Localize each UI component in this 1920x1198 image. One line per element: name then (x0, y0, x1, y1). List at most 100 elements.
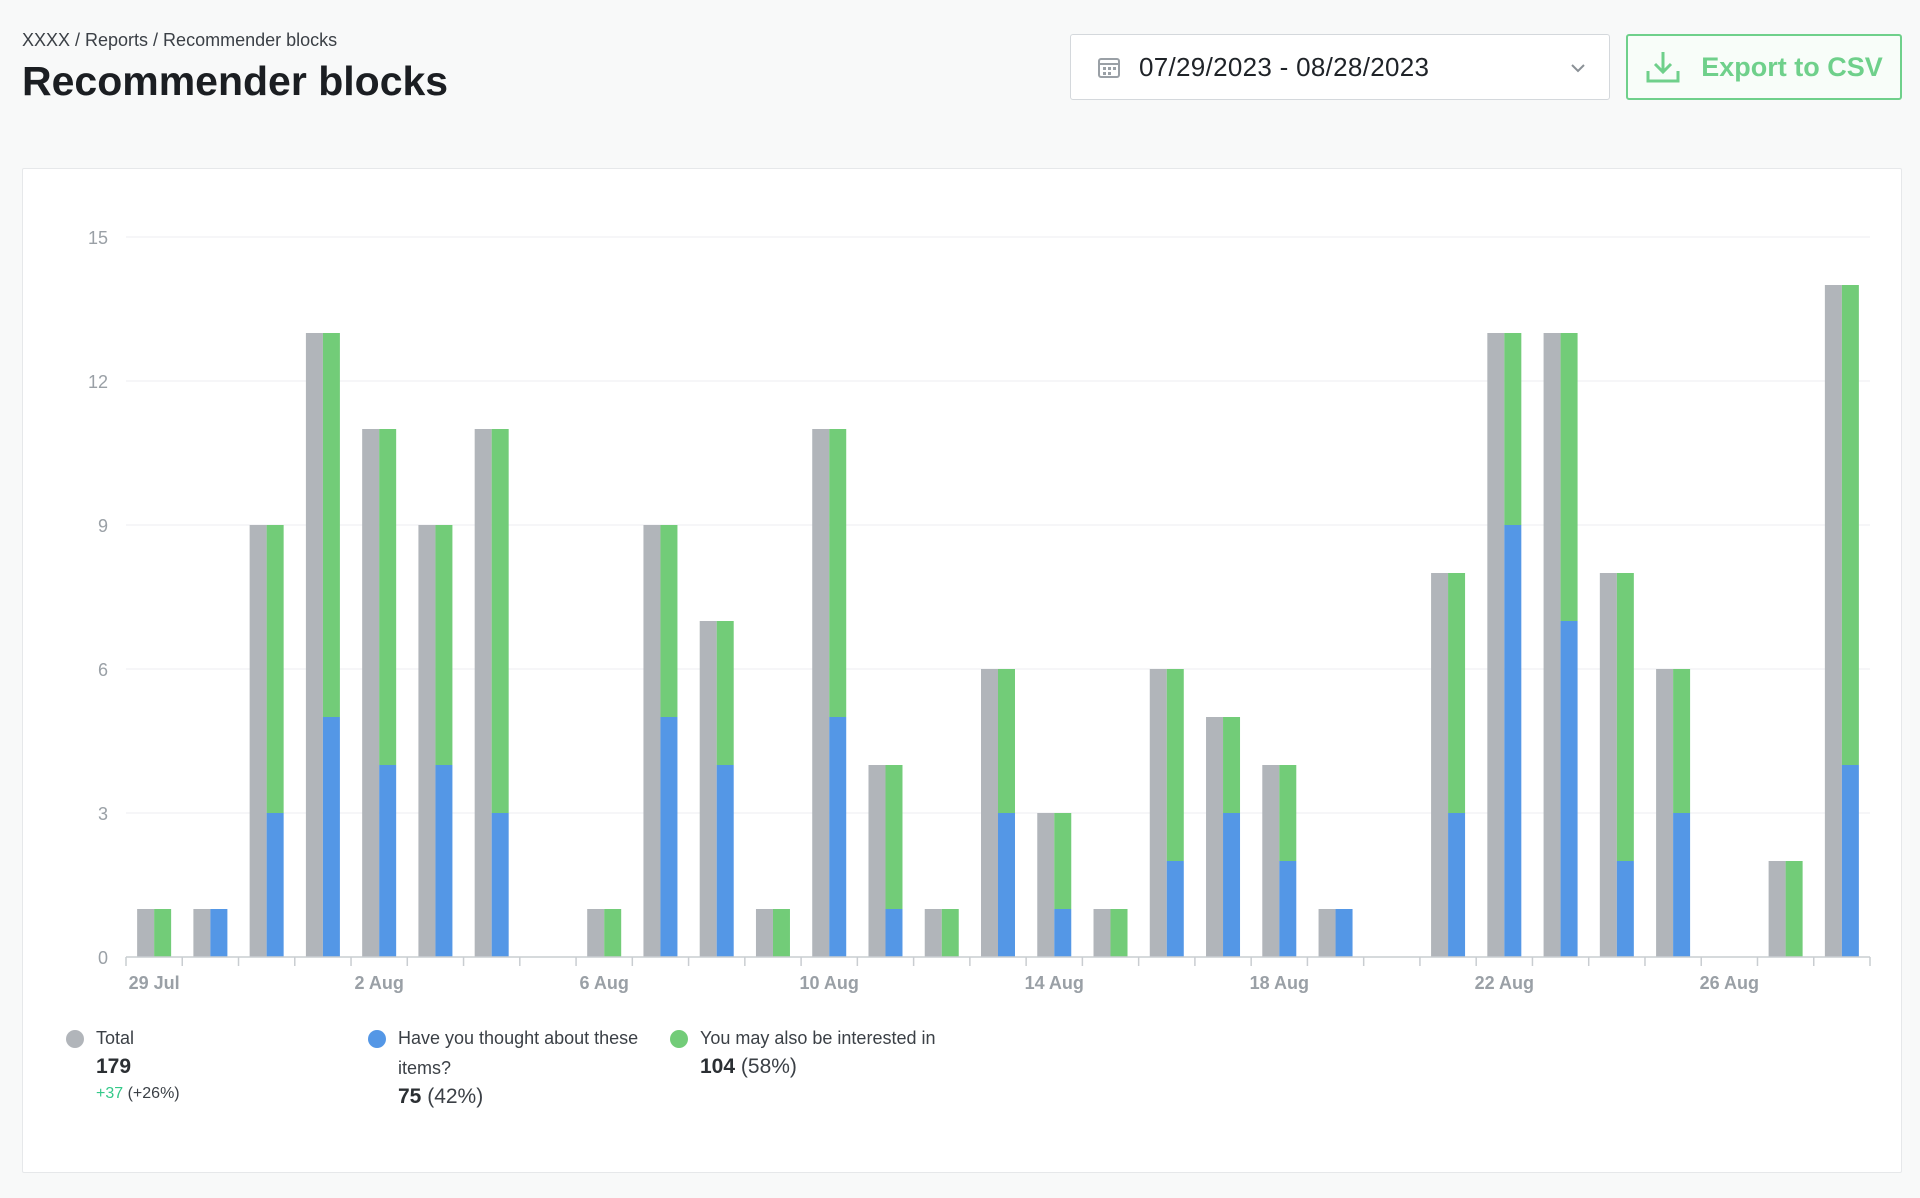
bar-have-you-thought (210, 909, 228, 957)
bar-you-may-also (1841, 285, 1859, 765)
legend-label-total: Total (96, 1028, 135, 1048)
bar-have-you-thought (491, 813, 509, 957)
bar-total (362, 429, 380, 957)
legend-label-have-you-thought-line2: items? (398, 1058, 452, 1078)
bar-you-may-also (1616, 573, 1634, 861)
bar-have-you-thought (716, 765, 734, 957)
bar-total (305, 333, 323, 957)
bar-total (812, 429, 830, 957)
bar-you-may-also (829, 429, 847, 717)
bar-total (1093, 909, 1111, 957)
legend-value-have-you-thought: 75 (398, 1085, 422, 1108)
bar-you-may-also (1785, 861, 1803, 957)
bar-total (868, 765, 886, 957)
legend-value-total: 179 (96, 1055, 132, 1078)
bar-total (1599, 573, 1617, 957)
bar-have-you-thought (885, 909, 903, 957)
y-tick-label: 0 (98, 948, 108, 968)
bar-have-you-thought (1223, 813, 1241, 957)
y-tick-label: 15 (88, 228, 108, 248)
bar-total (699, 621, 717, 957)
download-icon (1646, 52, 1680, 83)
bar-you-may-also (1054, 813, 1072, 909)
bar-you-may-also (491, 429, 509, 813)
legend-you-may-also[interactable]: You may also be interested in 104 (58%) (670, 1028, 936, 1079)
bar-have-you-thought (435, 765, 453, 957)
bar-you-may-also (379, 429, 397, 765)
page-title: Recommender blocks (22, 58, 449, 104)
bar-you-may-also (1110, 909, 1128, 957)
bar-you-may-also (604, 909, 622, 957)
bar-total (474, 429, 492, 957)
bar-total (643, 525, 661, 957)
y-tick-label: 6 (98, 660, 108, 680)
x-tick-label: 22 Aug (1475, 973, 1534, 993)
bar-you-may-also (1279, 765, 1297, 861)
x-tick-label: 2 Aug (354, 973, 403, 993)
bar-you-may-also (1166, 669, 1184, 861)
legend-total[interactable]: Total 179 +37 (+26%) (66, 1028, 180, 1103)
bar-total (924, 909, 942, 957)
bar-have-you-thought (1841, 765, 1859, 957)
legend-dot-you-may-also (670, 1030, 688, 1048)
bar-you-may-also (322, 333, 340, 717)
bar-total (249, 525, 267, 957)
export-csv-button[interactable]: Export to CSV (1626, 34, 1902, 100)
bar-total (418, 525, 436, 957)
bar-have-you-thought (829, 717, 847, 957)
bar-you-may-also (941, 909, 959, 957)
bar-you-may-also (660, 525, 678, 717)
legend-dot-have-you-thought (368, 1030, 386, 1048)
bar-have-you-thought (266, 813, 284, 957)
y-tick-label: 12 (88, 372, 108, 392)
bar-have-you-thought (1560, 621, 1578, 957)
bar-total (1543, 333, 1561, 957)
legend-pct-you-may-also: (58%) (740, 1055, 797, 1078)
export-csv-label: Export to CSV (1701, 51, 1883, 82)
bar-total (1149, 669, 1167, 957)
bar-you-may-also (1673, 669, 1691, 813)
bar-you-may-also (154, 909, 172, 957)
bar-have-you-thought (1616, 861, 1634, 957)
x-tick-label: 14 Aug (1025, 973, 1084, 993)
bar-have-you-thought (379, 765, 397, 957)
bar-total (1487, 333, 1505, 957)
bar-you-may-also (1504, 333, 1522, 525)
x-tick-label: 6 Aug (580, 973, 629, 993)
legend-have-you-thought[interactable]: Have you thought about these items? 75 (… (368, 1028, 638, 1109)
bar-total (193, 909, 211, 957)
bar-total (1318, 909, 1336, 957)
bar-you-may-also (772, 909, 790, 957)
bar-total (1768, 861, 1786, 957)
bar-have-you-thought (1054, 909, 1072, 957)
chevron-down-icon[interactable] (1569, 59, 1587, 77)
date-range-picker[interactable]: 07/29/2023 - 08/28/2023 (1070, 34, 1610, 100)
bar-total (1262, 765, 1280, 957)
bar-you-may-also (1223, 717, 1241, 813)
bar-you-may-also (435, 525, 453, 765)
bar-total (1431, 573, 1449, 957)
bar-total (1037, 813, 1055, 957)
bar-you-may-also (1448, 573, 1466, 813)
bar-total (755, 909, 773, 957)
breadcrumb[interactable]: XXXX / Reports / Recommender blocks (22, 30, 338, 50)
bar-total (981, 669, 998, 957)
bar-you-may-also (716, 621, 734, 765)
bar-have-you-thought (1673, 813, 1691, 957)
bar-you-may-also (266, 525, 284, 813)
legend-value-you-may-also: 104 (700, 1055, 736, 1078)
x-tick-label: 29 Jul (129, 973, 180, 993)
y-tick-label: 3 (98, 804, 108, 824)
bar-have-you-thought (998, 813, 1015, 957)
legend-dot-total (66, 1030, 84, 1048)
bar-you-may-also (998, 669, 1015, 813)
x-tick-label: 18 Aug (1250, 973, 1309, 993)
legend-change-pct-total: (+26%) (127, 1085, 180, 1102)
bar-total (1206, 717, 1224, 957)
bar-have-you-thought (1335, 909, 1353, 957)
date-range-value: 07/29/2023 - 08/28/2023 (1139, 51, 1430, 82)
bar-have-you-thought (1166, 861, 1184, 957)
y-tick-label: 9 (98, 516, 108, 536)
bar-have-you-thought (1448, 813, 1466, 957)
bar-have-you-thought (1279, 861, 1297, 957)
